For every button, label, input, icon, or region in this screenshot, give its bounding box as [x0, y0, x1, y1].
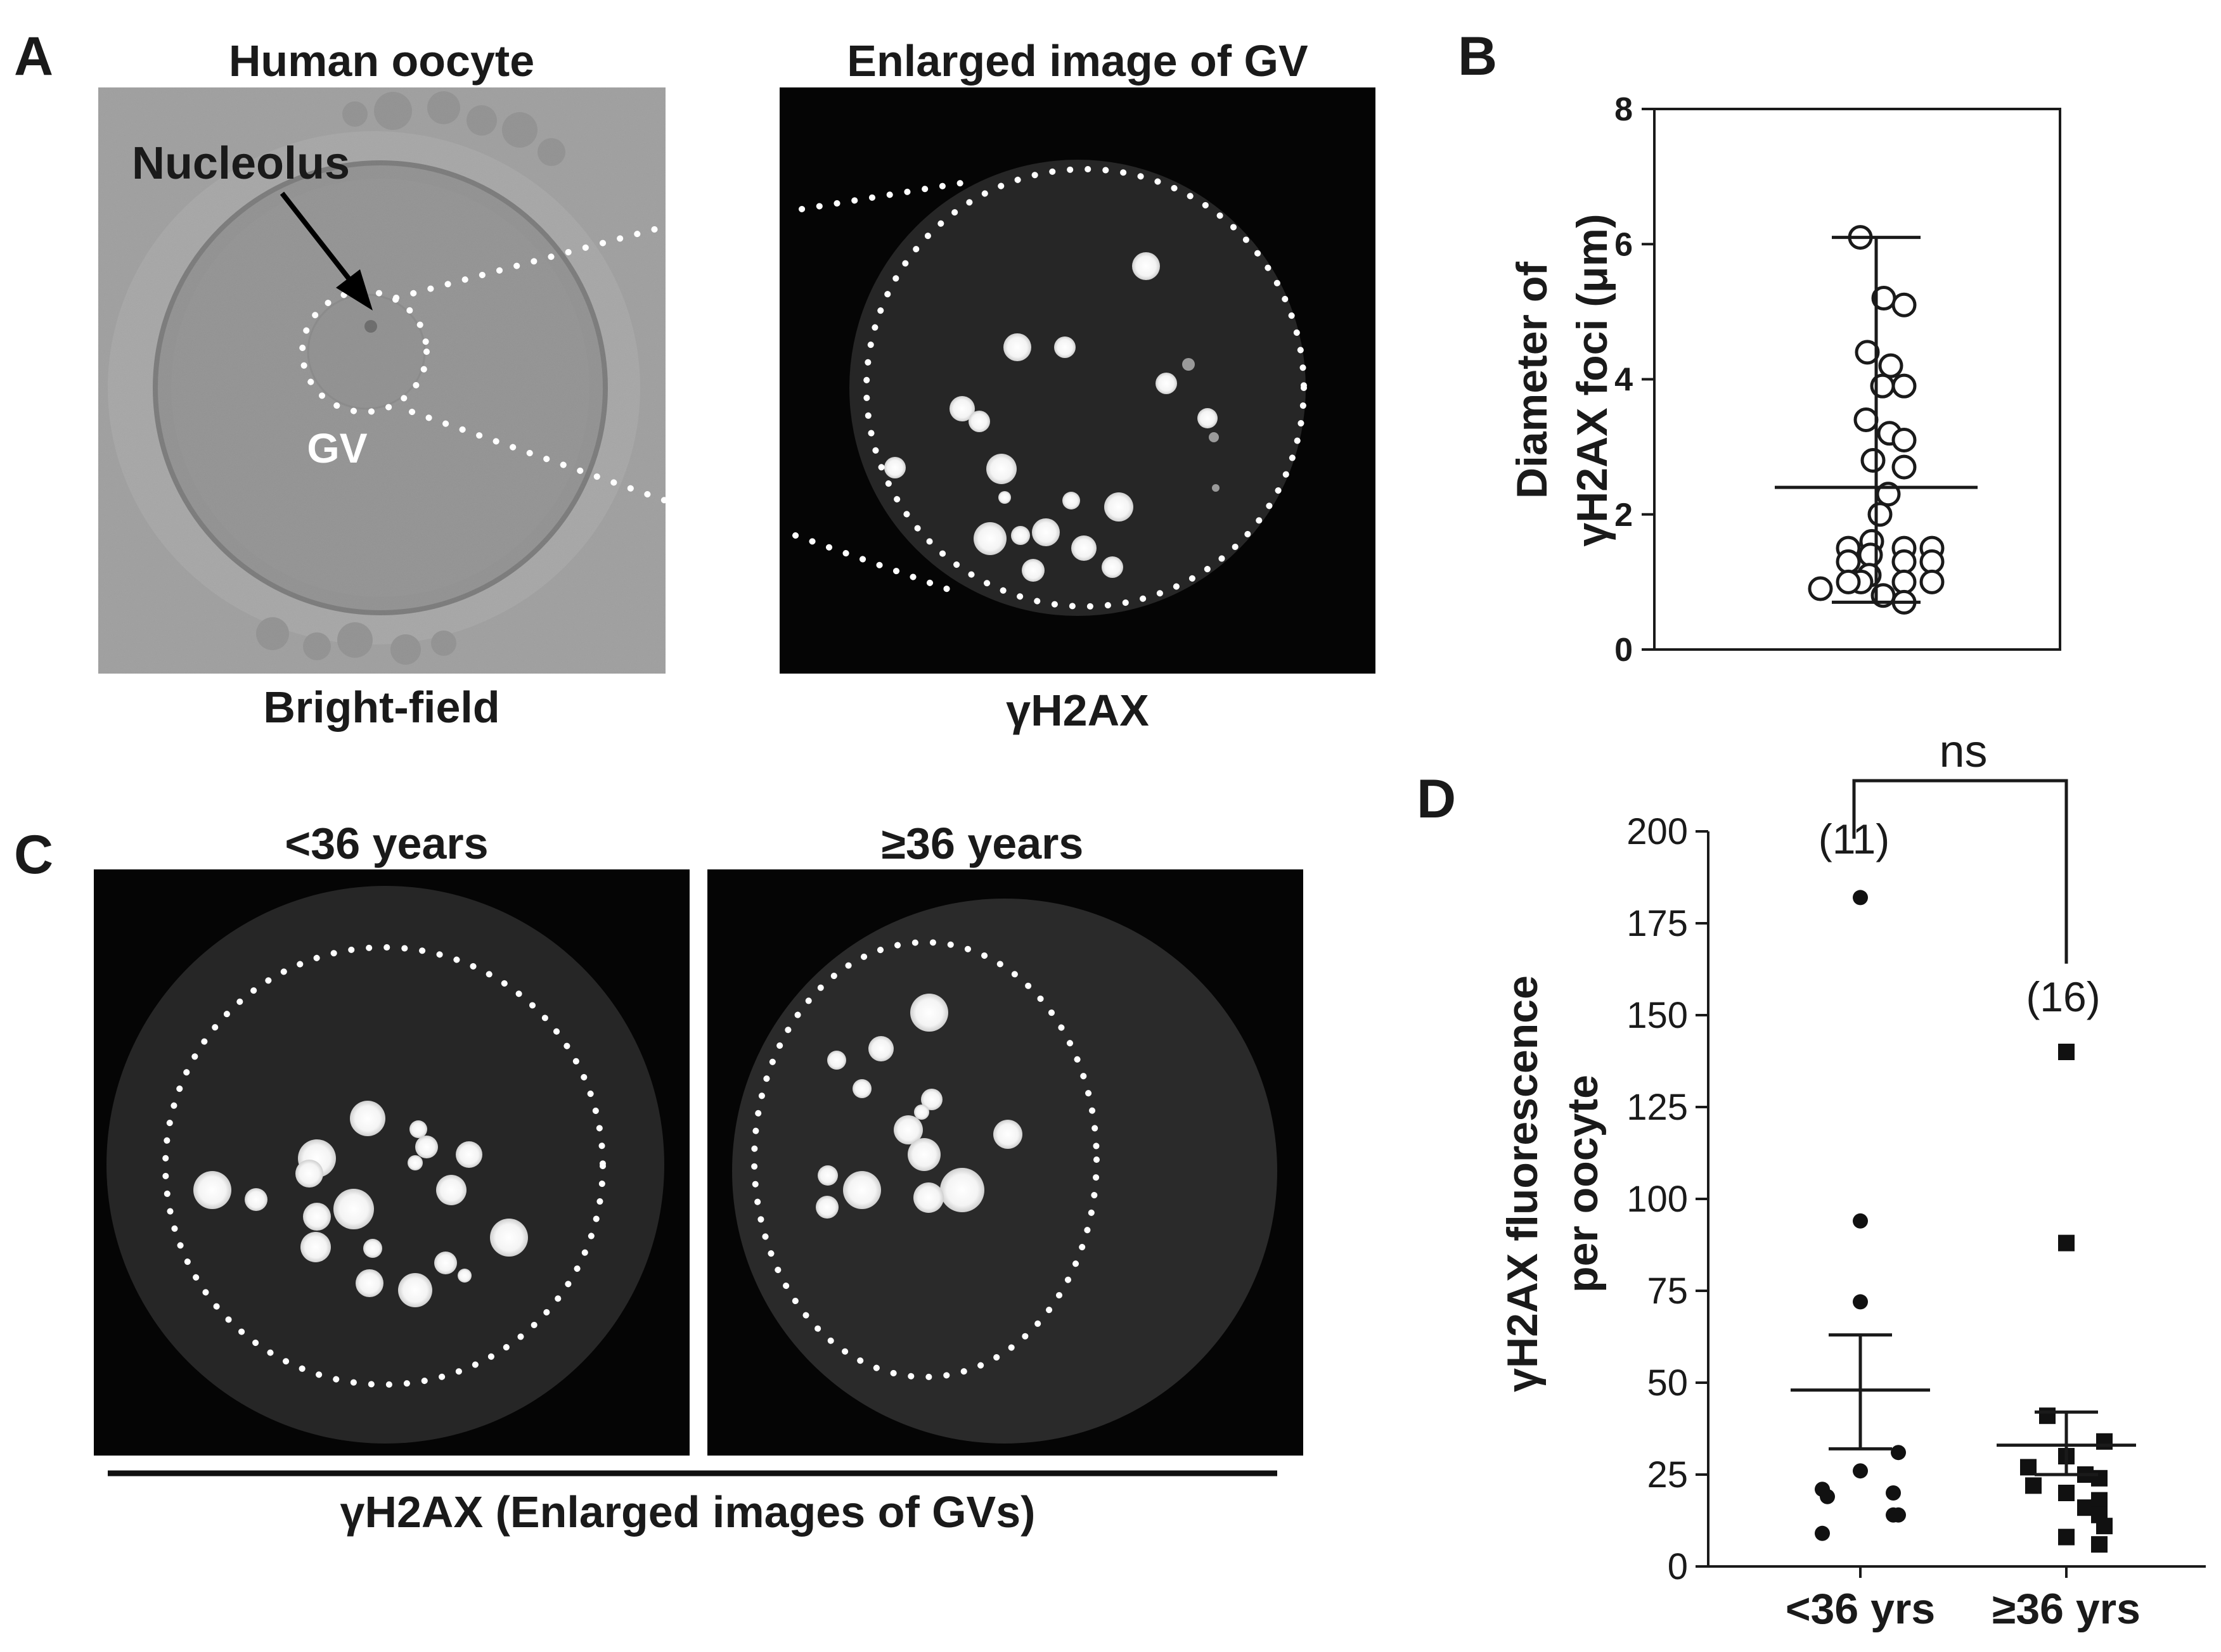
panel-c-right-title: ≥36 years — [882, 819, 1084, 868]
chart-d-point — [2058, 1234, 2075, 1252]
chart-d-point — [2096, 1433, 2113, 1450]
chart-b-point — [1855, 340, 1880, 365]
brightfield-micrograph — [98, 87, 666, 674]
chart-b-point — [1867, 502, 1893, 527]
chart-b-ylabel-line1: Diameter of — [1508, 262, 1556, 499]
chart-d-xtick-label: <36 yrs — [1786, 1585, 1935, 1633]
panel-label-b: B — [1458, 26, 1497, 87]
chart-b-point — [1808, 576, 1833, 601]
gv-fluorescence-image — [780, 87, 1375, 674]
chart-d-point — [2025, 1477, 2042, 1494]
chart-d-point — [2058, 1044, 2075, 1060]
panel-a-left-caption: Bright-field — [263, 682, 499, 732]
chart-d-significance: (11)(16)ns — [1819, 726, 2101, 1020]
chart-b-summary — [1775, 236, 1978, 604]
chart-d-point — [2058, 1485, 2075, 1501]
chart-d-point — [2020, 1459, 2037, 1476]
chart-b-ytick-label: 0 — [1614, 632, 1633, 669]
chart-d-xtick-label: ≥36 yrs — [1992, 1585, 2141, 1633]
chart-d-ytick-label: 150 — [1626, 995, 1688, 1036]
chart-b-point — [1891, 427, 1917, 452]
chart-b-point — [1891, 292, 1917, 317]
chart-d-point — [2091, 1536, 2108, 1553]
chart-d-point — [1853, 1294, 1868, 1310]
chart-d-point — [1891, 1445, 1906, 1461]
chart-b-point — [1919, 569, 1945, 594]
chart-d-points — [1815, 890, 2113, 1553]
panel-a-right-caption: γH2AX — [1006, 686, 1149, 735]
chart-d-ytick-label: 25 — [1647, 1454, 1688, 1495]
chart-b-point — [1891, 454, 1917, 480]
chart-d-point — [1853, 890, 1868, 906]
chart-b-point — [1836, 569, 1861, 594]
chart-d-n-label-old: (16) — [2026, 973, 2100, 1020]
chart-d-axes: 0 25 50 75 100 125 150 175 200 <36 yrs ≥36 yrs — [1626, 811, 2206, 1633]
panel-c-left-title: <36 years — [285, 819, 488, 868]
nucleolus-label: Nucleolus — [132, 138, 350, 189]
panel-c-caption: γH2AX (Enlarged images of GVs) — [340, 1487, 1036, 1537]
chart-d-point — [2096, 1518, 2113, 1535]
chart-d-point — [1886, 1485, 1901, 1501]
gv-label: GV — [307, 425, 367, 471]
chart-d-bracket — [1852, 779, 2068, 964]
nucleolus-arrow — [280, 191, 373, 311]
chart-b-point — [1878, 353, 1903, 378]
gv-old-image — [707, 869, 1303, 1456]
chart-d-ytick-label: 100 — [1626, 1179, 1688, 1220]
panel-label-c: C — [14, 824, 53, 885]
chart-d-point — [1853, 1213, 1868, 1229]
chart-b-ytick-label: 8 — [1614, 91, 1633, 128]
gv-young-image — [94, 869, 690, 1456]
chart-d-ylabel-line2: per oocyte — [1559, 1075, 1607, 1293]
chart-b-point — [1860, 447, 1886, 473]
panel-label-a: A — [14, 26, 53, 87]
chart-d-ytick-label: 200 — [1626, 811, 1688, 852]
panel-a-left-title: Human oocyte — [229, 36, 534, 86]
chart-d-point — [2091, 1492, 2108, 1509]
chart-b-ytick-label: 4 — [1614, 362, 1633, 399]
chart-d-ytick-label: 50 — [1647, 1362, 1688, 1404]
chart-b-point — [1853, 407, 1879, 432]
chart-d-point — [1815, 1525, 1830, 1541]
chart-b-point — [1891, 549, 1917, 574]
chart-b-y-axis: 0 2 4 6 8 — [1614, 91, 1654, 669]
chart-b: 0 2 4 6 8 Diameter of γH2AX foci (μm) — [1508, 91, 2061, 669]
chart-d-point — [2077, 1499, 2094, 1516]
chart-d-ytick-label: 75 — [1647, 1271, 1688, 1312]
chart-d-ytick-label: 125 — [1626, 1087, 1688, 1128]
chart-b-point — [1858, 542, 1883, 568]
chart-d-ylabel-line1: γH2AX fluorescence — [1498, 975, 1547, 1392]
chart-d-ytick-label: 0 — [1668, 1546, 1688, 1587]
chart-d-summary — [1791, 1333, 2136, 1476]
gv-fluorescence-outline — [792, 166, 1307, 610]
chart-b-point — [1891, 373, 1917, 399]
chart-b-ylabel-line2: γH2AX foci (μm) — [1568, 214, 1616, 546]
chart-d-point — [1886, 1507, 1901, 1523]
chart-b-point — [1891, 569, 1917, 594]
chart-d-ytick-label: 175 — [1626, 903, 1688, 944]
chart-b-point — [1836, 549, 1861, 574]
panel-label-d: D — [1417, 769, 1456, 829]
chart-b-ytick-label: 2 — [1614, 497, 1633, 534]
chart-b-ytick-label: 6 — [1614, 226, 1633, 263]
chart-d-point — [2091, 1470, 2108, 1487]
chart-b-points — [1808, 225, 1945, 615]
chart-d-point — [1820, 1489, 1835, 1504]
chart-d-point — [2039, 1407, 2056, 1425]
panel-a-right-title: Enlarged image of GV — [847, 36, 1308, 86]
chart-b-point — [1919, 549, 1945, 574]
chart-d-significance-label: ns — [1939, 726, 1987, 777]
chart-d-point — [1853, 1463, 1868, 1479]
chart-d-point — [2058, 1528, 2075, 1546]
